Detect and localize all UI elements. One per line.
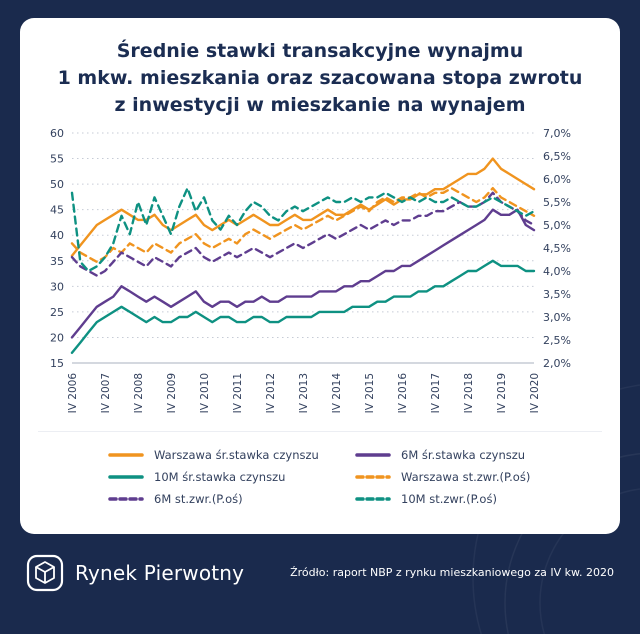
legend-item-6m-zwrot: 6M st.zwr.(P.oś) <box>108 492 355 506</box>
legend-label: 10M st.zwr.(P.oś) <box>401 491 497 506</box>
title-line-1: Średnie stawki transakcyjne wynajmu <box>116 40 524 62</box>
x-axis-label: IV 2018 <box>463 373 475 413</box>
legend-swatch-warszawa-czynsz <box>108 453 144 457</box>
legend-label: Warszawa st.zwr.(P.oś) <box>401 469 531 484</box>
chart-legend: Warszawa śr.stawka czynszu 10M śr.stawka … <box>38 430 602 528</box>
legend-label: Warszawa śr.stawka czynszu <box>154 447 319 462</box>
x-axis-label: IV 2010 <box>199 373 211 413</box>
x-axis-label: IV 2013 <box>298 373 310 413</box>
y-axis-label-right: 6,0% <box>543 173 571 186</box>
legend-item-10m-czynsz: 10M śr.stawka czynszu <box>108 470 355 484</box>
y-axis-label-left: 60 <box>50 127 64 140</box>
y-axis-label-left: 45 <box>50 204 64 217</box>
y-axis-label-right: 2,5% <box>543 334 571 347</box>
x-axis-label: IV 2015 <box>364 373 376 413</box>
y-axis-label-right: 7,0% <box>543 127 571 140</box>
legend-column-left: Warszawa śr.stawka czynszu 10M śr.stawka … <box>108 440 355 514</box>
legend-item-6m-czynsz: 6M śr.stawka czynszu <box>355 448 602 462</box>
series-10m-czynsz <box>70 259 536 354</box>
x-axis-label: IV 2019 <box>496 373 508 413</box>
y-axis-label-left: 40 <box>50 229 64 242</box>
legend-label: 10M śr.stawka czynszu <box>154 469 286 484</box>
legend-column-right: 6M śr.stawka czynszu Warszawa st.zwr.(P.o… <box>355 440 602 514</box>
series-10m-zwrot <box>70 186 536 273</box>
series-warszawa-zwrot <box>70 186 536 263</box>
chart-card: Średnie stawki transakcyjne wynajmu 1 mk… <box>20 18 620 534</box>
x-axis-label: IV 2012 <box>265 373 277 413</box>
y-axis-label-left: 50 <box>50 178 64 191</box>
legend-item-warszawa-czynsz: Warszawa śr.stawka czynszu <box>108 448 355 462</box>
legend-swatch-10m-zwrot <box>355 497 391 501</box>
series-6m-czynsz <box>70 208 536 339</box>
rynek-pierwotny-logo-icon <box>26 554 64 592</box>
chart-title: Średnie stawki transakcyjne wynajmu 1 mk… <box>32 38 608 119</box>
legend-label: 6M st.zwr.(P.oś) <box>154 491 243 506</box>
x-axis-label: IV 2006 <box>67 373 79 414</box>
footer: Rynek Pierwotny Źródło: raport NBP z ryn… <box>0 554 640 592</box>
y-axis-label-right: 3,5% <box>543 288 571 301</box>
y-axis-label-left: 30 <box>50 280 64 293</box>
y-axis-label-left: 15 <box>50 357 64 370</box>
legend-item-warszawa-zwrot: Warszawa st.zwr.(P.oś) <box>355 470 602 484</box>
y-axis-label-right: 3,0% <box>543 311 571 324</box>
title-line-3: z inwestycji w mieszkanie na wynajem <box>114 93 526 116</box>
series-6m-zwrot <box>70 191 536 277</box>
y-axis-label-left: 55 <box>50 152 64 165</box>
y-axis-label-right: 4,5% <box>543 242 571 255</box>
x-axis-label: IV 2016 <box>397 373 409 414</box>
brand: Rynek Pierwotny <box>26 554 244 592</box>
y-axis-label-left: 25 <box>50 306 64 319</box>
y-axis-label-left: 35 <box>50 255 64 268</box>
legend-item-10m-zwrot: 10M st.zwr.(P.oś) <box>355 492 602 506</box>
x-axis-label: IV 2007 <box>100 373 112 413</box>
legend-swatch-6m-zwrot <box>108 497 144 501</box>
title-line-2: 1 mkw. mieszkania oraz szacowana stopa z… <box>57 66 583 89</box>
series-warszawa-czynsz <box>70 157 536 257</box>
y-axis-label-left: 20 <box>50 331 64 344</box>
x-axis-label: IV 2009 <box>166 373 178 413</box>
y-axis-label-right: 6,5% <box>543 150 571 163</box>
y-axis-label-right: 5,0% <box>543 219 571 232</box>
legend-swatch-6m-czynsz <box>355 453 391 457</box>
x-axis-label: IV 2020 <box>529 373 541 413</box>
y-axis-label-right: 5,5% <box>543 196 571 209</box>
x-axis-label: IV 2017 <box>430 373 442 413</box>
brand-name: Rynek Pierwotny <box>75 560 245 585</box>
x-axis-label: IV 2011 <box>232 373 244 413</box>
legend-label: 6M śr.stawka czynszu <box>401 447 526 462</box>
x-axis-label: IV 2014 <box>331 373 343 414</box>
y-axis-label-right: 2,0% <box>543 357 571 370</box>
source-text: Źródło: raport NBP z rynku mieszkanioweg… <box>290 565 614 579</box>
legend-swatch-10m-czynsz <box>108 475 144 479</box>
x-axis-label: IV 2008 <box>133 373 145 413</box>
line-chart: 60 55 50 45 40 35 30 25 20 15 7,0% 6,5% 6,0% 5,5% 5,0%… <box>50 127 571 414</box>
y-axis-label-right: 4,0% <box>543 265 571 278</box>
legend-swatch-warszawa-zwrot <box>355 475 391 479</box>
